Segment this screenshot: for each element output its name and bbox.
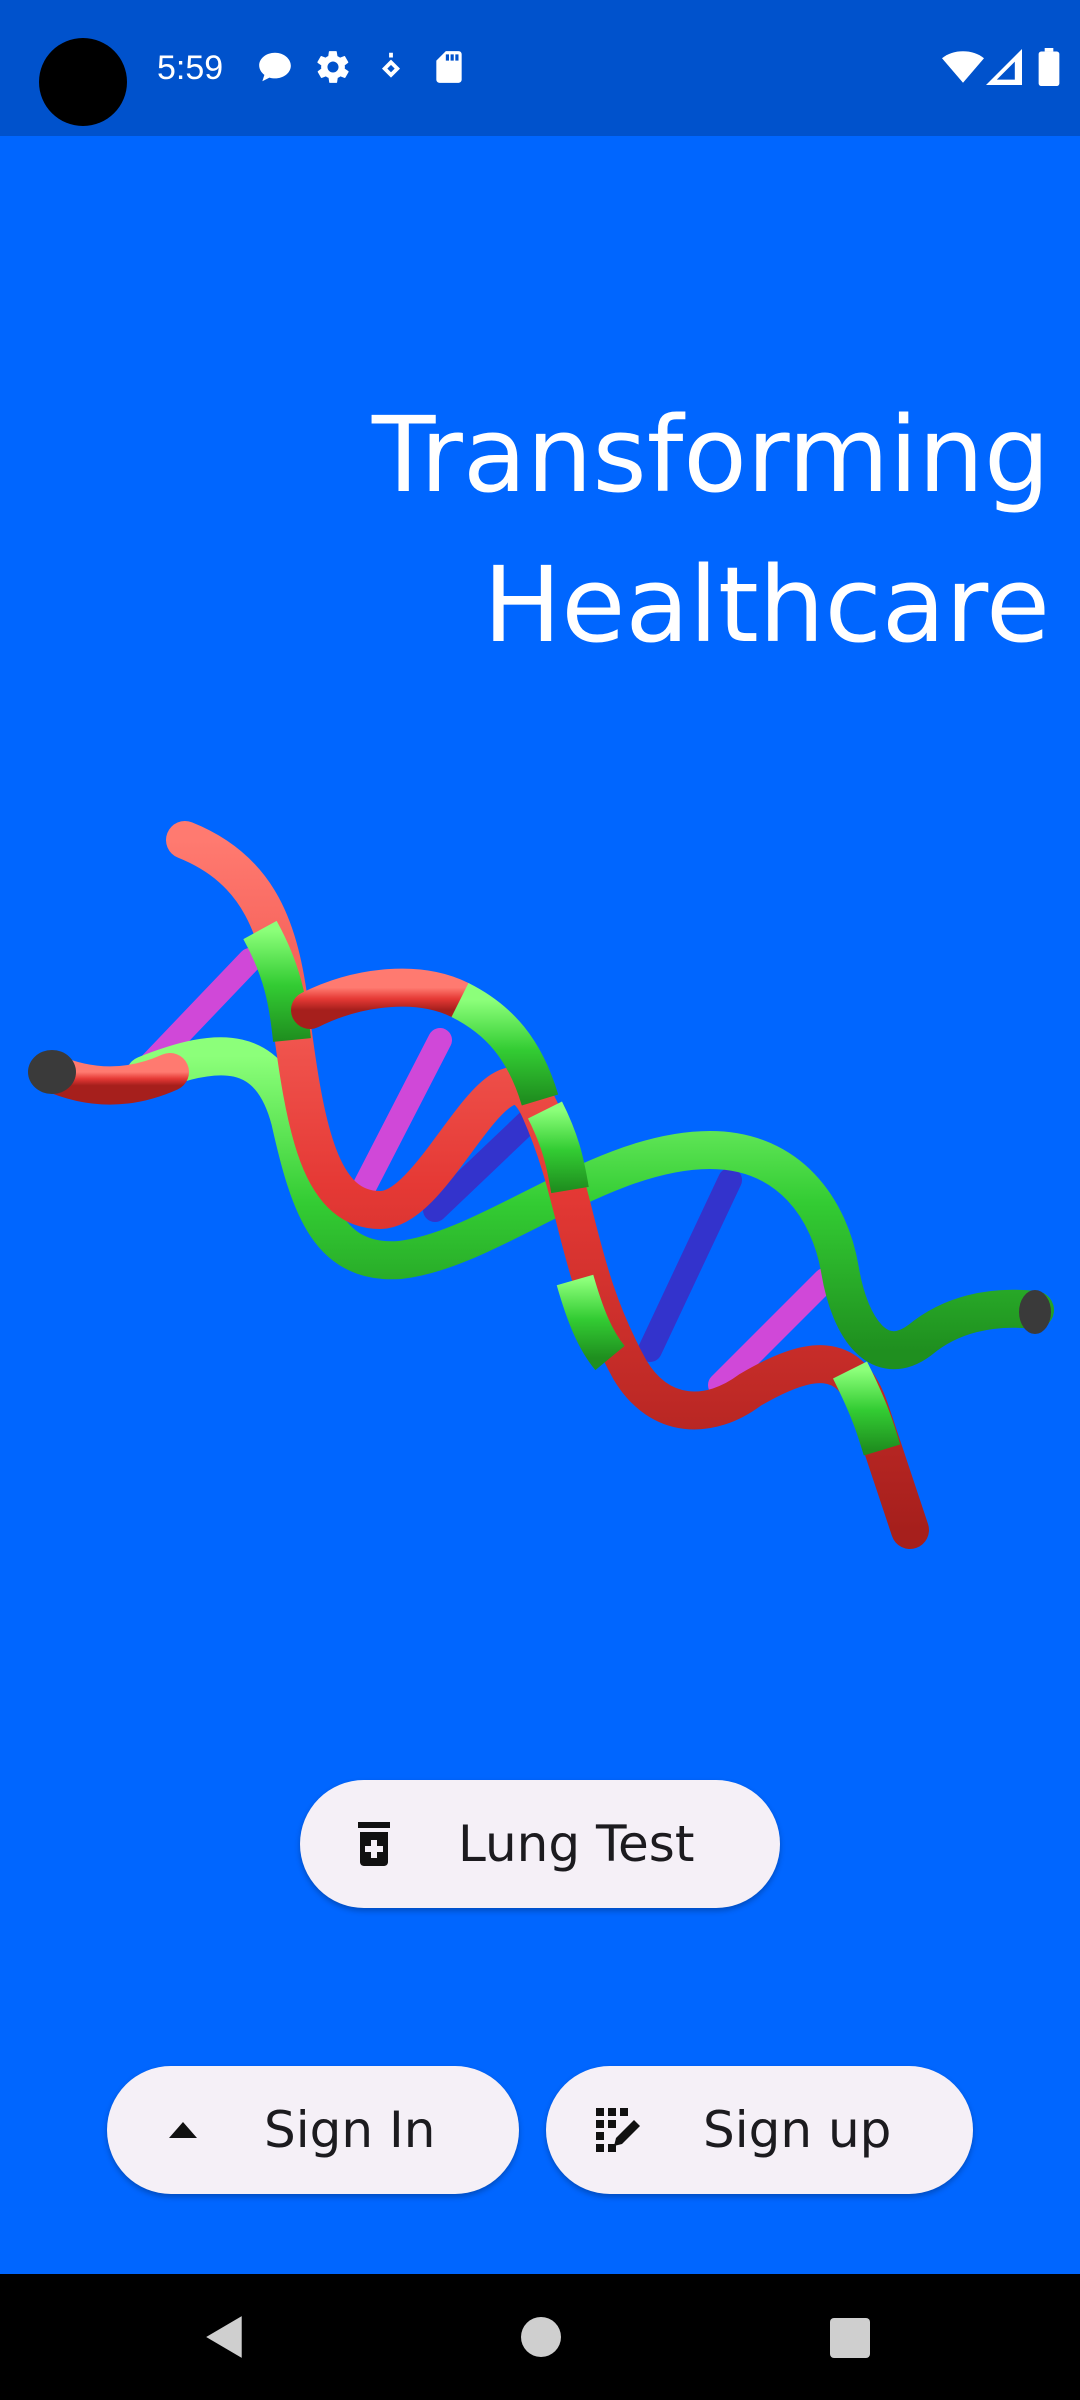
home-icon[interactable] [521, 2317, 561, 2357]
sign-in-button[interactable]: Sign In [107, 2066, 519, 2194]
sign-up-label: Sign up [703, 2101, 892, 2159]
camera-cutout [39, 38, 127, 126]
chat-bubble-icon [259, 52, 291, 82]
status-time: 5:59 [157, 49, 224, 87]
recents-icon[interactable] [830, 2318, 870, 2358]
sign-up-button[interactable]: Sign up [546, 2066, 973, 2194]
location-pin-icon [381, 52, 401, 78]
dna-helix-illustration [28, 821, 1054, 1549]
hero-title-line1: Transforming [371, 394, 1050, 516]
helix-end-cap-left [28, 1050, 76, 1094]
medicine-bottle-icon [358, 1822, 390, 1866]
lung-test-label: Lung Test [458, 1815, 695, 1873]
hero-title-line2: Healthcare [483, 544, 1050, 666]
hero-title: Transforming Healthcare [250, 380, 1050, 680]
arrow-up-icon [169, 2122, 197, 2138]
helix-end-cap-right [1019, 1290, 1051, 1334]
back-icon[interactable] [203, 2314, 247, 2360]
helix-rungs [133, 948, 837, 1397]
battery-icon [1038, 48, 1060, 86]
lung-test-button[interactable]: Lung Test [300, 1780, 780, 1908]
edit-grid-icon [596, 2108, 640, 2152]
status-bar: 5:59 [0, 0, 1080, 136]
sign-in-label: Sign In [264, 2101, 436, 2159]
cell-signal-icon [986, 49, 1022, 85]
wifi-icon [942, 51, 984, 83]
system-nav-bar [0, 2274, 1080, 2400]
sd-card-icon [436, 51, 462, 83]
settings-gear-icon [317, 51, 349, 83]
